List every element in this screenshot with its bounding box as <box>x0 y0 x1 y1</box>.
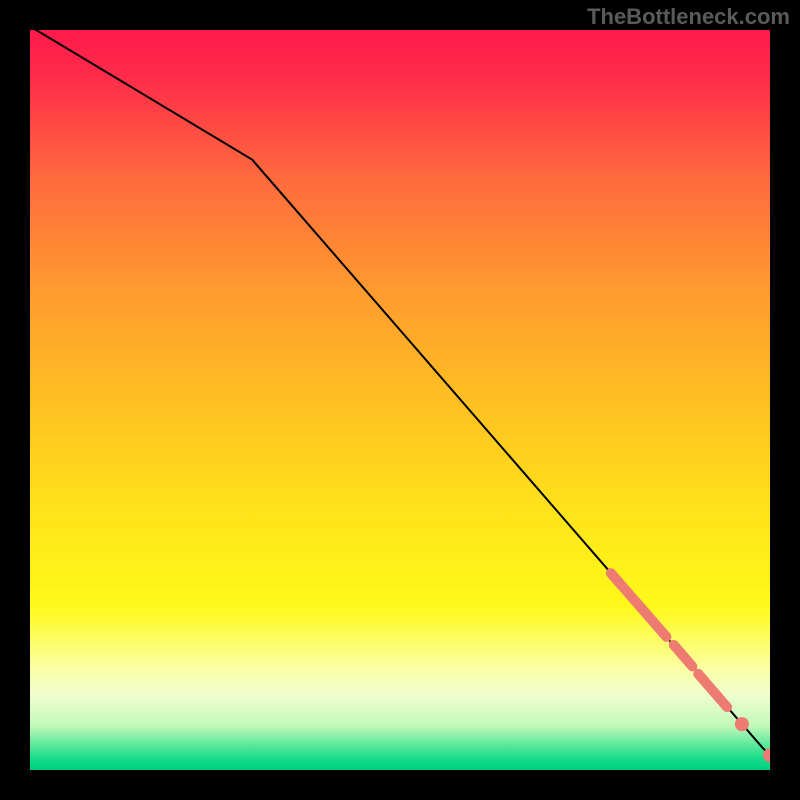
gradient-background <box>30 30 770 770</box>
chart-plot-area <box>30 30 770 770</box>
gradient-rect <box>30 30 770 770</box>
watermark-text: TheBottleneck.com <box>587 4 790 30</box>
